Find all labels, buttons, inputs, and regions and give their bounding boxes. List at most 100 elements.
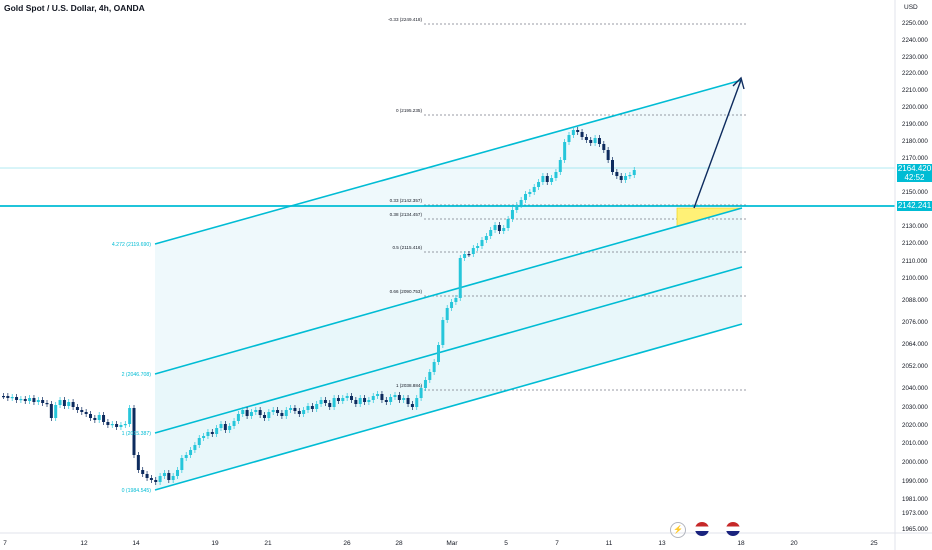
channel-lines[interactable] bbox=[154, 79, 743, 491]
candle-body bbox=[506, 219, 510, 228]
candle-body bbox=[228, 426, 232, 430]
candle-body bbox=[189, 450, 193, 455]
candle-body bbox=[197, 438, 201, 445]
candle-body bbox=[432, 362, 436, 372]
candle-body bbox=[249, 412, 253, 416]
fib-lines bbox=[424, 23, 748, 391]
candle-body bbox=[615, 172, 619, 176]
price-tick-label: 1990.000 bbox=[902, 478, 928, 485]
candle-body bbox=[302, 410, 306, 414]
candle-body bbox=[371, 396, 375, 400]
candle-body bbox=[410, 404, 414, 407]
candle-body bbox=[49, 404, 53, 418]
projection-arrow[interactable] bbox=[693, 76, 745, 209]
candle-body bbox=[532, 187, 536, 192]
candle-body bbox=[419, 388, 423, 398]
price-tick-label: 2190.000 bbox=[902, 121, 928, 128]
channel-level-label: 2 (2046.708) bbox=[122, 372, 152, 378]
last-price-value: 2164.420 bbox=[897, 164, 932, 173]
candle-body bbox=[184, 455, 188, 458]
candle-body bbox=[367, 400, 371, 402]
candle-body bbox=[280, 413, 284, 416]
time-axis-label: 14 bbox=[132, 540, 140, 547]
price-tick-label: 1981.000 bbox=[902, 496, 928, 503]
candle-body bbox=[471, 248, 475, 254]
candle-body bbox=[149, 478, 153, 480]
candle-body bbox=[171, 476, 175, 480]
candle-body bbox=[154, 480, 158, 482]
candle-body bbox=[319, 400, 323, 404]
candle-body bbox=[576, 130, 580, 132]
time-axis-label: 28 bbox=[395, 540, 403, 547]
candle-body bbox=[354, 400, 358, 404]
channel-level-label: 4.272 (2119.690) bbox=[112, 242, 151, 248]
candle-body bbox=[110, 424, 114, 426]
candle-body bbox=[358, 398, 362, 404]
candle-body bbox=[515, 205, 519, 210]
price-tick-label: 2010.000 bbox=[902, 440, 928, 447]
candle-body bbox=[589, 140, 593, 143]
time-axis-label: 20 bbox=[790, 540, 798, 547]
candles bbox=[2, 127, 636, 485]
candle-body bbox=[384, 400, 388, 402]
lightning-icon[interactable]: ⚡ bbox=[670, 522, 686, 538]
candle-body bbox=[624, 176, 628, 180]
price-tick-label: 1965.000 bbox=[902, 526, 928, 533]
candle-body bbox=[284, 410, 288, 416]
fib-level-label: 1 (2038.884) bbox=[396, 383, 423, 388]
candle-body bbox=[167, 473, 171, 480]
price-tick-label: 2250.000 bbox=[902, 20, 928, 27]
candle-body bbox=[328, 403, 332, 407]
flag-us-icon[interactable] bbox=[726, 522, 740, 536]
candle-body bbox=[545, 176, 549, 182]
candle-body bbox=[141, 470, 145, 474]
candle-body bbox=[306, 406, 310, 410]
candle-body bbox=[119, 425, 123, 427]
candle-body bbox=[93, 418, 97, 420]
candle-body bbox=[236, 414, 240, 421]
time-axis-label: 19 bbox=[211, 540, 219, 547]
time-axis-label: 12 bbox=[80, 540, 88, 547]
time-axis-label: 18 bbox=[737, 540, 745, 547]
price-tick-label: 2120.000 bbox=[902, 240, 928, 247]
price-tick-label: 2240.000 bbox=[902, 37, 928, 44]
price-tick-label: 2200.000 bbox=[902, 104, 928, 111]
candle-body bbox=[441, 320, 445, 345]
candle-body bbox=[480, 240, 484, 246]
time-axis-label: Mar bbox=[446, 540, 458, 547]
candle-body bbox=[376, 394, 380, 396]
flag-us-icon[interactable] bbox=[695, 522, 709, 536]
price-tick-label: 2076.000 bbox=[902, 319, 928, 326]
candle-body bbox=[415, 398, 419, 407]
candle-body bbox=[289, 408, 293, 410]
time-axis-label: 5 bbox=[504, 540, 508, 547]
candle-body bbox=[489, 230, 493, 236]
candle-body bbox=[528, 192, 532, 194]
channel-level-label: 0 (1984.545) bbox=[122, 488, 152, 494]
time-axis-label: 7 bbox=[555, 540, 559, 547]
candle-body bbox=[210, 432, 214, 434]
candle-body bbox=[537, 182, 541, 187]
fib-level-label: 0.66 (2090.753) bbox=[390, 289, 423, 294]
candle-body bbox=[271, 410, 275, 412]
channel-fill-lower bbox=[155, 208, 742, 490]
candle-body bbox=[241, 410, 245, 414]
candle-body bbox=[519, 200, 523, 205]
candle-body bbox=[263, 415, 266, 418]
candle-body bbox=[293, 408, 297, 411]
price-tick-label: 2100.000 bbox=[902, 275, 928, 282]
candle-body bbox=[350, 396, 353, 400]
candle-body bbox=[580, 132, 584, 137]
candle-body bbox=[10, 397, 14, 399]
price-tick-label: 2110.000 bbox=[902, 258, 928, 265]
candle-body bbox=[62, 400, 66, 406]
time-axis-label: 11 bbox=[606, 540, 613, 547]
candle-body bbox=[23, 399, 27, 401]
candle-body bbox=[550, 178, 554, 182]
candle-body bbox=[567, 135, 571, 142]
time-axis-label: 25 bbox=[870, 540, 878, 547]
candle-body bbox=[584, 137, 588, 140]
candle-body bbox=[58, 400, 62, 405]
